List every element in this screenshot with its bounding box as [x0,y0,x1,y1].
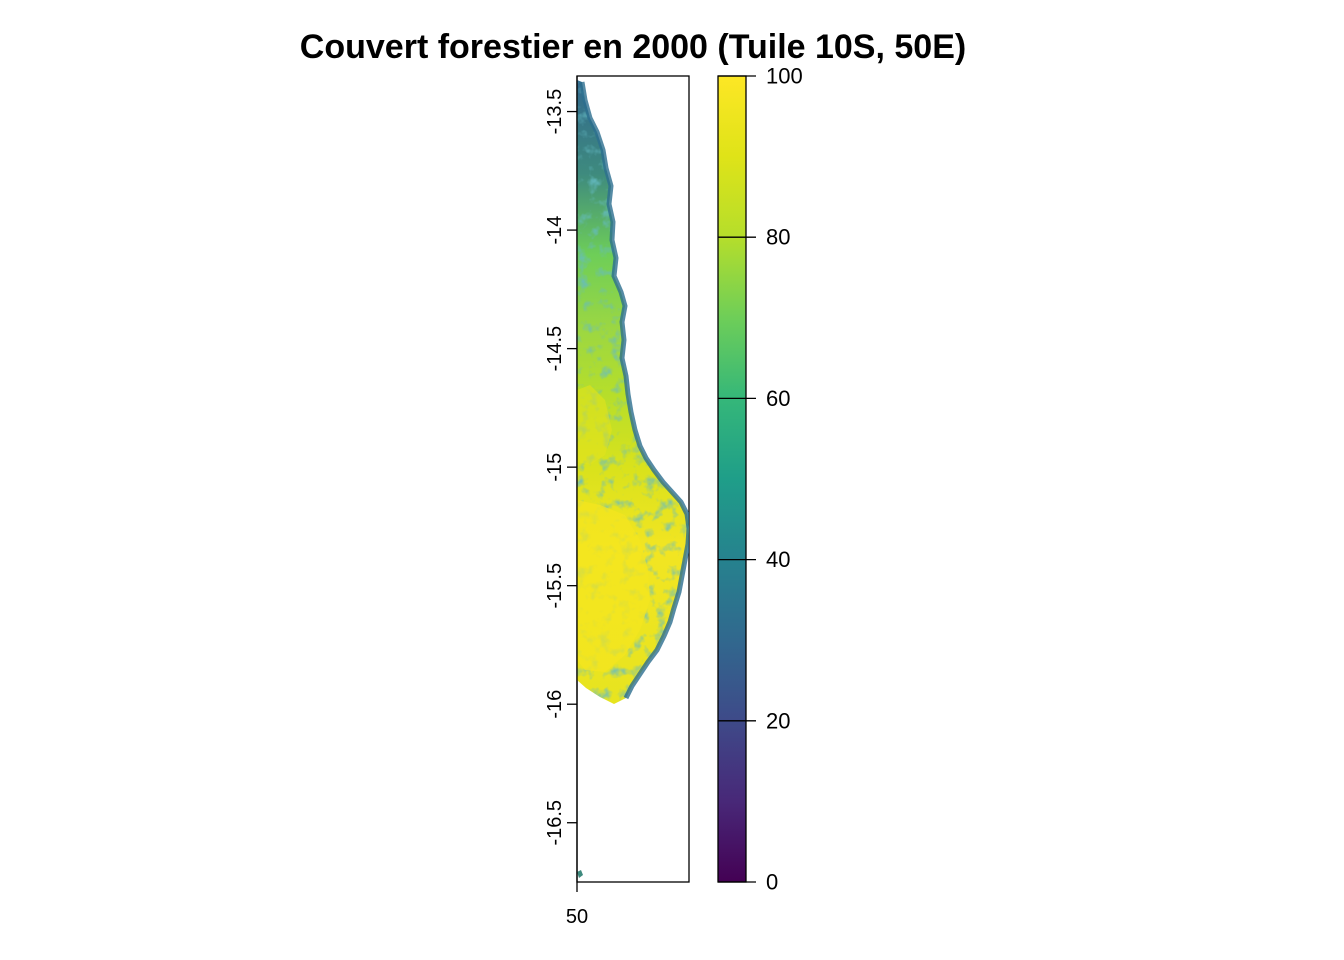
y-axis: -13.5 -14 -14.5 -15 -15.5 -16 -16.5 [544,76,578,882]
legend-tick-label: 0 [766,870,778,895]
legend-tick-label: 20 [766,708,790,733]
y-tick-label: -15 [544,453,566,482]
color-legend: 0 20 40 60 80 100 [717,64,803,895]
y-tick-label: -16 [544,690,566,719]
chart-title: Couvert forestier en 2000 (Tuile 10S, 50… [300,28,966,66]
y-tick-label: -15.5 [544,563,566,609]
y-tick-label: -14 [544,216,566,245]
legend-tick-label: 80 [766,225,790,250]
y-tick-label: -14.5 [544,326,566,372]
x-tick-label: 50 [566,906,588,928]
small-island [577,870,583,878]
legend-ticks: 0 20 40 60 80 100 [718,64,803,895]
x-axis: 50 [566,882,588,928]
legend-tick-label: 60 [766,386,790,411]
central-high-cover-zone [577,385,612,465]
legend-tick-label: 100 [766,64,803,89]
y-tick-label: -13.5 [544,89,566,135]
legend-tick-label: 40 [766,547,790,572]
forest-cover-raster [577,80,689,878]
y-tick-label: -16.5 [544,800,566,846]
high-cover-zone [577,500,650,672]
coastal-edge [579,81,689,700]
legend-colorbar [717,75,747,883]
